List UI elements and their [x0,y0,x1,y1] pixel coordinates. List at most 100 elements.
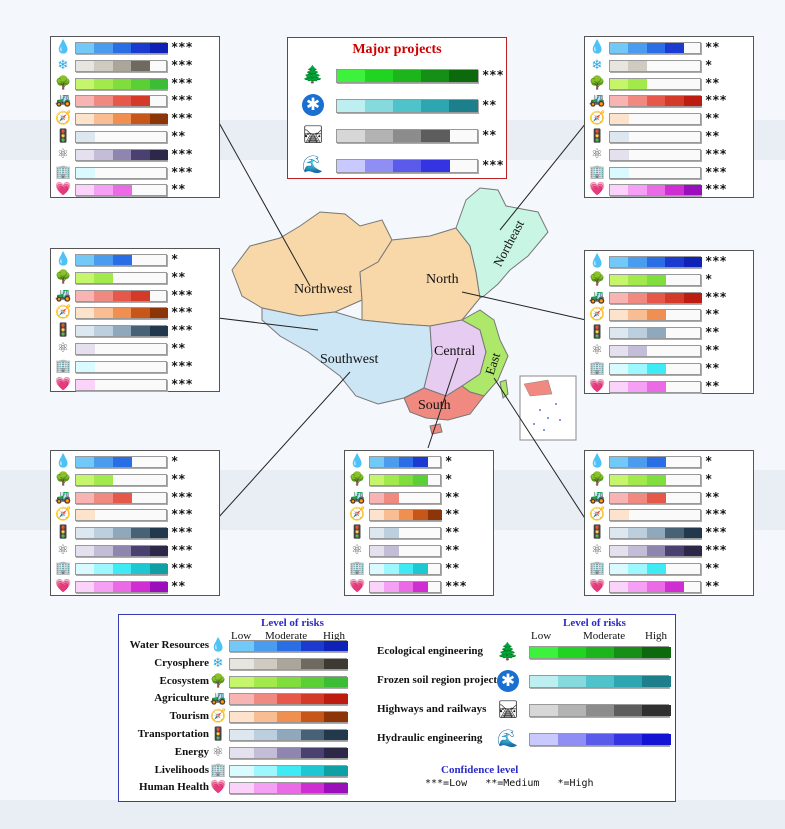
risk-row-health: 💗 ** [51,181,219,199]
risk-level-cell [149,308,169,319]
risk-level-cell [76,379,95,390]
legend-color-cell [324,765,349,776]
legend-color-cell [324,712,349,723]
risk-bar-track [609,148,701,161]
risk-level-cell [646,457,666,467]
risk-level-cell [94,96,114,107]
risk-level-cell [413,563,429,574]
risk-level-cell [646,474,666,485]
risk-row-water: 💧 ** [585,39,753,57]
map-region-northeast [455,187,549,299]
risk-level-cell [384,457,400,467]
confidence-marker: ** [705,489,720,504]
confidence-marker: *** [171,146,193,161]
risk-level-cell [610,328,629,339]
risk-row-livelihoods: 🏢 *** [51,164,219,182]
risk-level-cell [665,546,685,556]
legend-label-agriculture: Agriculture [154,692,209,705]
risk-row-tourism: 🧭 *** [585,506,753,524]
panel-north: 💧 *** 🌳 * 🚜 *** 🧭 ** 🚦 ** ⚛ ** 🏢 ** 💗 ** [584,250,754,394]
legend-color-cell [230,747,254,758]
confidence-marker: ** [171,578,186,593]
risk-level-cell [94,326,114,337]
ecosystem-icon: 🌳 [210,673,227,689]
risk-level-cell [413,457,429,467]
risk-bar-track [369,580,441,593]
risk-level-cell [610,310,629,321]
livelihoods-icon: 🏢 [55,560,72,576]
eco-eng-icon: 🌲 [302,65,324,85]
risk-bar-track [609,473,701,486]
legend-color-cell [300,658,325,669]
confidence-marker: ** [705,40,720,54]
risk-level-cell [665,292,685,303]
panel-northeast: 💧 ** ❄ * 🌳 ** 🚜 *** 🧭 ** 🚦 ** ⚛ *** 🏢 *** 💗 *** [584,36,754,198]
risk-row-ecosystem: 🌳 ** [51,269,219,287]
tourism-icon: 🧭 [210,709,227,725]
confidence-marker: *** [171,57,193,72]
risk-level-cell [449,70,478,82]
risk-row-cryosphere: ❄ *** [51,57,219,75]
risk-level-cell [646,274,666,285]
legend-color-cell [277,712,302,723]
legend-high-right: High [645,630,667,642]
energy-icon: ⚛ [351,543,363,558]
risk-level-cell [149,528,169,539]
legend-color-cell [530,647,559,658]
map-region-south [403,385,485,421]
legend-color-cell [642,676,671,687]
risk-level-cell [665,257,685,267]
risk-level-cell [94,528,114,539]
risk-bar-track [369,527,441,540]
major-project-row-eco-eng: 🌲 *** [288,62,506,88]
legend-color-cell [324,730,349,740]
risk-bar-track [609,562,701,575]
livelihoods-icon: 🏢 [589,360,606,376]
risk-level-cell [149,43,169,53]
region-label-central: Central [434,344,476,359]
livelihoods-icon: 🏢 [589,164,606,180]
legend-label-water: Water Resources [129,639,209,651]
risk-level-cell [76,457,95,467]
water-icon: 💧 [589,454,606,469]
transportation-icon: 🚦 [55,129,72,144]
risk-level-cell [628,474,648,485]
legend-color-cell [558,734,587,745]
risk-level-cell [112,185,132,196]
confidence-marker: ** [171,129,186,143]
risk-bar-track [369,491,441,504]
risk-level-cell [112,563,132,574]
risk-level-cell [76,185,95,196]
risk-row-agriculture: 🚜 *** [51,287,219,305]
legend-color-cell [253,676,278,687]
confidence-marker: ** [705,578,720,593]
legend-color-cell [230,694,254,705]
risk-level-cell [427,510,443,521]
legend-label-transportation: Transportation [137,728,209,740]
risk-row-cryosphere: ❄ * [585,57,753,75]
risk-level-cell [94,474,114,485]
risk-level-cell [628,581,648,592]
legend-color-cell [253,730,278,740]
region-label-north: North [426,272,459,287]
risk-level-cell [76,361,95,372]
risk-level-cell [628,96,648,107]
risk-level-cell [683,528,703,539]
risk-level-cell [149,326,169,337]
risk-bar-track [609,256,703,268]
risk-level-cell [112,326,132,337]
risk-level-cell [337,100,366,112]
risk-level-cell [365,160,394,172]
risk-bar-track [75,166,167,179]
confidence-marker: ** [705,560,720,575]
risk-level-cell [370,581,385,592]
legend-label-hydraulic: Hydraulic engineering [377,732,483,744]
legend-color-cell [277,641,302,651]
confidence-marker: * [445,454,453,468]
confidence-marker: *** [171,507,193,522]
risk-row-health: 💗 *** [345,578,493,596]
risk-level-cell [421,100,450,112]
risk-level-cell [131,546,151,556]
legend-color-scale-agriculture [229,693,349,706]
water-icon: 💧 [55,40,72,55]
